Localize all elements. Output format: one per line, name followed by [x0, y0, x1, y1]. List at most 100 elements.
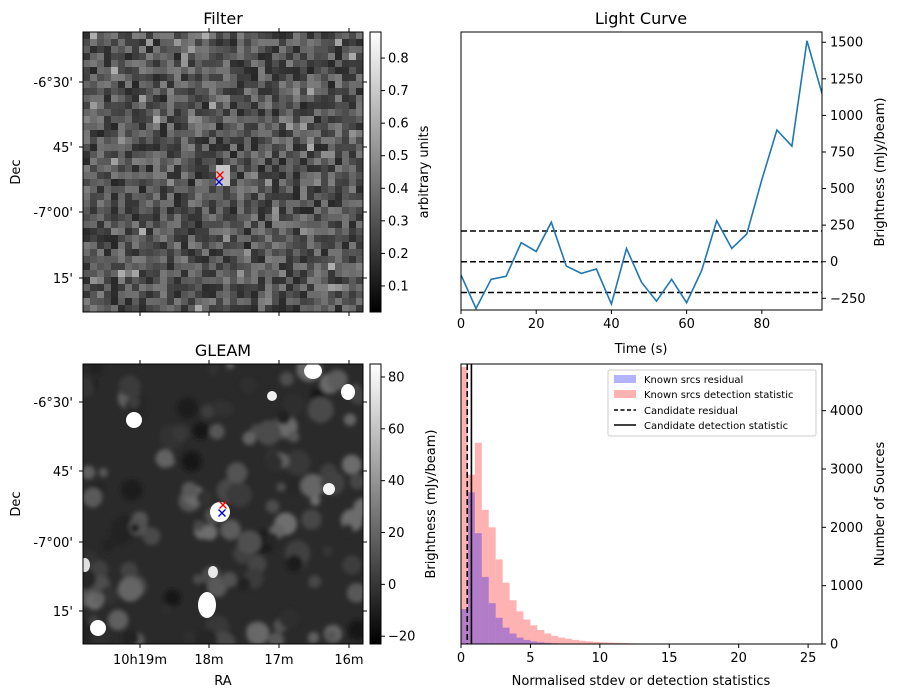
filter-pixel — [104, 137, 111, 144]
filter-pixel — [90, 249, 97, 256]
filter-pixel — [321, 277, 328, 284]
colorbar-tick-label: 80 — [388, 370, 405, 385]
filter-pixel — [356, 200, 363, 207]
filter-pixel — [188, 95, 195, 102]
filter-pixel — [314, 46, 321, 53]
filter-pixel — [174, 277, 181, 284]
filter-pixel — [300, 193, 307, 200]
filter-pixel — [146, 60, 153, 67]
filter-pixel — [307, 46, 314, 53]
filter-pixel — [321, 207, 328, 214]
filter-pixel — [293, 291, 300, 298]
filter-pixel — [223, 137, 230, 144]
filter-pixel — [146, 172, 153, 179]
filter-pixel — [356, 242, 363, 249]
filter-pixel — [272, 95, 279, 102]
filter-pixel — [230, 39, 237, 46]
filter-pixel — [118, 102, 125, 109]
filter-pixel — [111, 235, 118, 242]
filter-pixel — [321, 186, 328, 193]
filter-pixel — [83, 249, 90, 256]
filter-pixel — [188, 291, 195, 298]
filter-pixel — [83, 116, 90, 123]
filter-pixel — [90, 256, 97, 263]
filter-pixel — [342, 228, 349, 235]
filter-pixel — [328, 151, 335, 158]
filter-pixel — [230, 200, 237, 207]
filter-pixel — [279, 291, 286, 298]
filter-pixel — [125, 81, 132, 88]
histogram-bar — [495, 617, 503, 644]
gleam-background-blob — [128, 396, 141, 409]
filter-pixel — [153, 102, 160, 109]
filter-pixel — [97, 123, 104, 130]
filter-pixel — [223, 144, 230, 151]
filter-pixel — [118, 67, 125, 74]
candidate-marker — [219, 501, 227, 509]
filter-pixel — [132, 214, 139, 221]
filter-pixel — [160, 130, 167, 137]
filter-pixel — [83, 81, 90, 88]
filter-pixel — [279, 305, 286, 312]
light-curve-xtick-label: 20 — [528, 317, 545, 332]
gleam-background-blob — [120, 561, 138, 580]
filter-pixel — [104, 95, 111, 102]
filter-pixel — [307, 88, 314, 95]
filter-pixel — [97, 95, 104, 102]
filter-pixel — [167, 144, 174, 151]
gleam-background-blob — [187, 404, 198, 414]
filter-pixel — [216, 242, 223, 249]
filter-pixel — [223, 123, 230, 130]
filter-pixel — [279, 144, 286, 151]
filter-pixel — [209, 242, 216, 249]
histogram-bar — [585, 641, 593, 644]
filter-pixel — [216, 130, 223, 137]
filter-pixel — [90, 39, 97, 46]
filter-pixel — [265, 200, 272, 207]
filter-pixel — [125, 60, 132, 67]
filter-pixel — [111, 186, 118, 193]
filter-pixel — [265, 242, 272, 249]
filter-pixel — [209, 88, 216, 95]
filter-pixel — [314, 88, 321, 95]
filter-pixel — [265, 81, 272, 88]
gleam-background-blob — [209, 423, 225, 440]
filter-pixel — [230, 151, 237, 158]
filter-pixel — [83, 228, 90, 235]
filter-pixel — [300, 109, 307, 116]
filter-pixel — [111, 60, 118, 67]
filter-pixel — [244, 193, 251, 200]
filter-pixel — [90, 95, 97, 102]
filter-pixel — [328, 186, 335, 193]
filter-pixel — [111, 39, 118, 46]
filter-pixel — [132, 39, 139, 46]
filter-pixel — [223, 242, 230, 249]
filter-pixel — [335, 116, 342, 123]
histogram-bar — [481, 576, 489, 644]
filter-pixel — [335, 235, 342, 242]
filter-pixel — [104, 179, 111, 186]
filter-pixel — [195, 249, 202, 256]
filter-pixel — [132, 123, 139, 130]
filter-pixel — [202, 137, 209, 144]
histogram-xtick-label: 5 — [526, 651, 534, 666]
gleam-background-blob — [226, 462, 248, 484]
filter-pixel — [300, 32, 307, 39]
filter-pixel — [328, 137, 335, 144]
filter-pixel — [153, 151, 160, 158]
filter-pixel — [202, 109, 209, 116]
filter-pixel — [314, 214, 321, 221]
filter-pixel — [349, 158, 356, 165]
filter-pixel — [237, 116, 244, 123]
filter-pixel — [118, 172, 125, 179]
filter-pixel — [188, 74, 195, 81]
filter-pixel — [342, 235, 349, 242]
filter-pixel — [230, 228, 237, 235]
filter-pixel — [223, 165, 230, 172]
filter-pixel — [342, 172, 349, 179]
filter-pixel — [90, 221, 97, 228]
filter-pixel — [202, 200, 209, 207]
filter-pixel — [160, 151, 167, 158]
filter-pixel — [111, 53, 118, 60]
gleam-background-blob — [283, 393, 304, 415]
